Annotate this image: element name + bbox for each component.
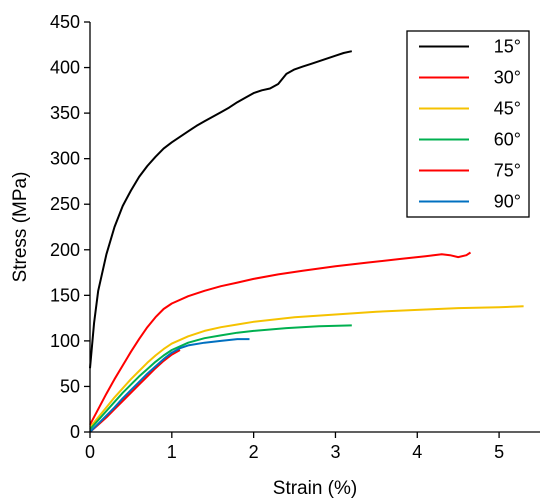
y-tick-label: 50 [60,376,80,396]
y-tick-label: 300 [50,149,80,169]
series-line-1 [89,50,353,369]
x-tick-label: 3 [330,442,340,462]
legend-label-4: 60° [494,130,521,150]
y-tick-label: 400 [50,58,80,78]
y-axis-ticks: 0 50 100 150 200 250 300 350 400 450 [50,12,90,442]
legend-label-1: 15° [494,37,521,57]
y-tick-label: 0 [70,422,80,442]
y-axis-title: Stress (MPa) [10,172,31,283]
y-tick-label: 350 [50,103,80,123]
legend-label-3: 45° [494,99,521,119]
series-line-5 [89,349,181,433]
y-tick-label: 150 [50,285,80,305]
series-line-6 [89,338,250,433]
x-axis-title: Strain (%) [273,478,357,499]
y-tick-label: 250 [50,194,80,214]
x-axis-ticks: 0 1 2 3 4 5 [85,432,504,462]
legend-label-6: 90° [494,192,521,212]
series-line-4 [89,324,352,430]
x-tick-label: 5 [494,442,504,462]
y-tick-label: 450 [50,12,80,32]
legend-box [406,30,530,218]
series-lines [89,50,524,433]
x-tick-label: 2 [249,442,259,462]
legend-label-5: 75° [494,161,521,181]
legend-label-2: 30° [494,68,521,88]
x-tick-label: 4 [412,442,422,462]
series-line-2 [89,251,472,426]
x-tick-label: 1 [167,442,177,462]
y-tick-label: 100 [50,331,80,351]
y-tick-label: 200 [50,240,80,260]
legend: 15° 30° 45° 60° 75° 90° [406,30,530,218]
series-line-3 [89,305,524,429]
x-tick-label: 0 [85,442,95,462]
